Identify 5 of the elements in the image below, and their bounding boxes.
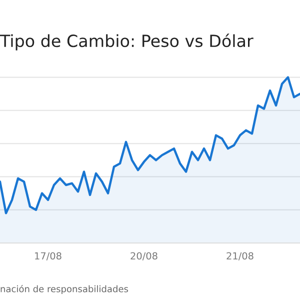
x-tick-label: 20/08: [130, 252, 158, 260]
x-tick-label: 17/08: [35, 252, 62, 260]
x-tick-label: 21/08: [226, 252, 254, 260]
chart-title: Tipo de Cambio: Peso vs Dólar: [0, 34, 254, 50]
text: nación de responsabilidades: [0, 284, 128, 294]
